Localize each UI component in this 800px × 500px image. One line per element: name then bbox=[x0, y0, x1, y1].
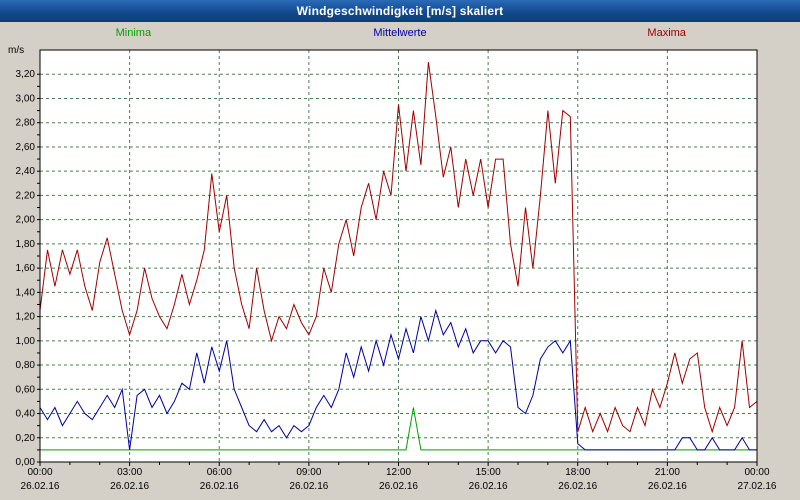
svg-text:06:00: 06:00 bbox=[207, 467, 232, 478]
svg-text:2,20: 2,20 bbox=[16, 190, 36, 201]
svg-text:26.02.16: 26.02.16 bbox=[469, 481, 508, 492]
svg-text:1,40: 1,40 bbox=[16, 287, 36, 298]
svg-text:09:00: 09:00 bbox=[296, 467, 321, 478]
svg-text:2,00: 2,00 bbox=[16, 215, 36, 226]
svg-text:00:00: 00:00 bbox=[744, 467, 769, 478]
svg-text:3,20: 3,20 bbox=[16, 69, 36, 80]
svg-text:3,00: 3,00 bbox=[16, 93, 36, 104]
svg-text:03:00: 03:00 bbox=[117, 467, 142, 478]
svg-text:0,20: 0,20 bbox=[16, 433, 36, 444]
svg-text:2,80: 2,80 bbox=[16, 118, 36, 129]
window-title-bar: Windgeschwindigkeit [m/s] skaliert bbox=[0, 0, 800, 22]
svg-text:1,00: 1,00 bbox=[16, 336, 36, 347]
svg-text:2,40: 2,40 bbox=[16, 166, 36, 177]
svg-text:26.02.16: 26.02.16 bbox=[558, 481, 597, 492]
legend-mittelwerte: Mittelwerte bbox=[373, 27, 427, 39]
svg-text:0,60: 0,60 bbox=[16, 384, 36, 395]
svg-text:26.02.16: 26.02.16 bbox=[200, 481, 239, 492]
legend-maxima: Maxima bbox=[647, 27, 686, 39]
svg-text:1,60: 1,60 bbox=[16, 263, 36, 274]
svg-text:0,00: 0,00 bbox=[16, 457, 36, 468]
svg-text:00:00: 00:00 bbox=[27, 467, 52, 478]
svg-text:2,60: 2,60 bbox=[16, 142, 36, 153]
svg-text:15:00: 15:00 bbox=[476, 467, 501, 478]
wind-speed-chart: 0,00 0,20 0,40 0,60 0,80 1,00 1,20 1,40 1,60 1,80… bbox=[8, 45, 777, 492]
svg-text:26.02.16: 26.02.16 bbox=[289, 481, 328, 492]
chart-legend: Minima Mittelwerte Maxima bbox=[0, 24, 800, 42]
legend-minima: Minima bbox=[115, 27, 152, 39]
svg-text:26.02.16: 26.02.16 bbox=[648, 481, 687, 492]
svg-text:1,80: 1,80 bbox=[16, 239, 36, 250]
svg-text:18:00: 18:00 bbox=[565, 467, 590, 478]
svg-text:21:00: 21:00 bbox=[655, 467, 680, 478]
svg-text:1,20: 1,20 bbox=[16, 312, 36, 323]
chart-area: 0,00 0,20 0,40 0,60 0,80 1,00 1,20 1,40 1,60 1,80… bbox=[0, 42, 800, 500]
svg-text:12:00: 12:00 bbox=[386, 467, 411, 478]
svg-text:26.02.16: 26.02.16 bbox=[379, 481, 418, 492]
svg-text:0,80: 0,80 bbox=[16, 360, 36, 371]
svg-text:26.02.16: 26.02.16 bbox=[21, 481, 60, 492]
page-title: Windgeschwindigkeit [m/s] skaliert bbox=[296, 4, 504, 18]
svg-text:0,40: 0,40 bbox=[16, 409, 36, 420]
svg-text:m/s: m/s bbox=[8, 45, 24, 56]
svg-text:27.02.16: 27.02.16 bbox=[738, 481, 777, 492]
svg-text:26.02.16: 26.02.16 bbox=[110, 481, 149, 492]
